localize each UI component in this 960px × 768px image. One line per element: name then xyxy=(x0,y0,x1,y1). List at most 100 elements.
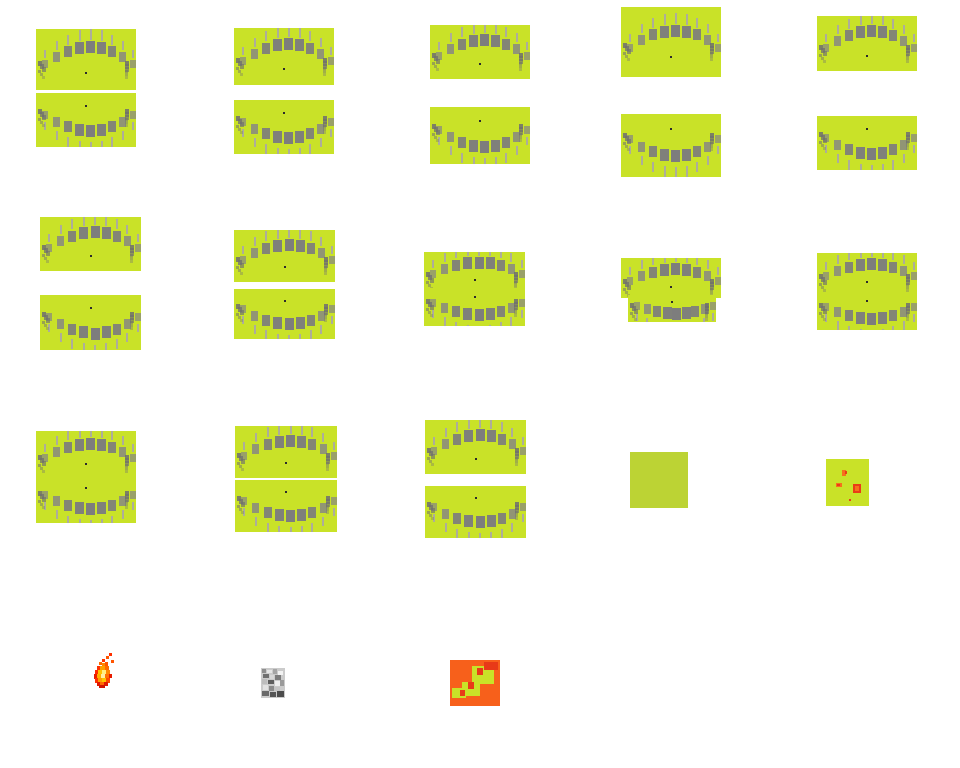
crowd-sprite xyxy=(252,503,259,513)
crowd-stem xyxy=(79,431,81,438)
crowd-sprite xyxy=(275,436,284,448)
arena-tile-top[interactable] xyxy=(430,25,530,79)
arena-tile-top[interactable] xyxy=(425,420,526,474)
crowd-rim-sprite xyxy=(125,500,128,503)
crowd-stem xyxy=(254,138,256,147)
crowd-stem xyxy=(322,517,324,526)
diagonal-pattern-tile[interactable] xyxy=(450,660,500,706)
crowd-rim-sprite xyxy=(819,45,823,50)
arena-tile-bottom[interactable] xyxy=(430,107,530,164)
crowd-stem xyxy=(60,333,62,342)
arena-tile-bottom[interactable] xyxy=(235,480,337,532)
crowd-stem xyxy=(254,237,256,246)
crowd-layer xyxy=(621,7,721,77)
crowd-stem xyxy=(44,122,46,130)
arena-tile-bottom[interactable] xyxy=(621,114,721,177)
crowd-sprite xyxy=(251,248,258,258)
crowd-rim-sprite xyxy=(42,497,46,502)
arena-tile-bottom[interactable] xyxy=(424,288,525,326)
arena-tile-bottom[interactable] xyxy=(817,292,917,330)
crowd-rim-sprite xyxy=(241,511,244,514)
crowd-rim-sprite xyxy=(515,451,519,456)
noise-cell xyxy=(268,680,274,684)
crowd-stem xyxy=(433,514,435,522)
crowd-rim-sprite xyxy=(519,65,522,68)
crowd-rim-sprite xyxy=(240,272,243,275)
flame-sprite[interactable] xyxy=(89,653,119,693)
center-marker-dot xyxy=(475,497,477,499)
arena-tile-top[interactable] xyxy=(235,426,337,478)
crowd-stem xyxy=(478,252,480,256)
crowd-rim-sprite xyxy=(434,56,438,61)
arena-tile-bottom[interactable] xyxy=(628,295,716,322)
crowd-stem xyxy=(137,324,139,332)
crowd-rim-sprite xyxy=(519,59,523,64)
noise-cell xyxy=(263,674,269,678)
arena-tile-top[interactable] xyxy=(817,253,917,293)
crowd-stem xyxy=(311,427,313,437)
crowd-stem xyxy=(489,325,491,326)
crowd-sprite xyxy=(328,57,334,65)
crowd-rim-sprite xyxy=(44,248,48,253)
crowd-rim-sprite xyxy=(710,133,714,138)
crowd-sprite xyxy=(130,491,136,499)
diag-shape xyxy=(468,682,474,689)
crowd-stem xyxy=(461,153,463,163)
arena-tile-top[interactable] xyxy=(817,16,917,71)
crowd-rim-sprite xyxy=(130,318,134,323)
plain-green-tile[interactable] xyxy=(630,452,688,508)
noise-texture-sprite[interactable] xyxy=(261,668,285,698)
crowd-rim-sprite xyxy=(130,327,133,330)
arena-tile-top[interactable] xyxy=(36,431,136,477)
crowd-stem xyxy=(629,267,631,275)
center-marker-dot xyxy=(283,112,285,114)
crowd-stem xyxy=(686,14,688,25)
arena-tile-top[interactable] xyxy=(36,29,136,90)
crowd-rim-sprite xyxy=(326,508,329,511)
crowd-sprite xyxy=(458,39,466,50)
arena-tile-bottom[interactable] xyxy=(36,93,136,147)
crowd-stem xyxy=(44,444,46,452)
arena-tile-bottom[interactable] xyxy=(817,116,917,170)
arena-tile-bottom[interactable] xyxy=(234,100,334,154)
crowd-rim-sprite xyxy=(130,312,134,317)
crowd-rim-sprite xyxy=(324,260,328,265)
crowd-rim-sprite xyxy=(432,133,435,136)
arena-tile-top[interactable] xyxy=(424,252,525,290)
crowd-stem xyxy=(837,25,839,34)
crowd-rim-sprite xyxy=(429,514,432,517)
crowd-sprite xyxy=(486,308,495,320)
crowd-rim-sprite xyxy=(823,309,827,314)
crowd-stem xyxy=(479,420,481,428)
arena-tile-bottom[interactable] xyxy=(425,486,526,538)
crowd-stem xyxy=(903,255,905,264)
crowd-rim-sprite xyxy=(906,283,909,286)
crowd-stem xyxy=(288,149,290,154)
crowd-sprite xyxy=(273,39,282,51)
crowd-stem xyxy=(290,527,292,532)
arena-tile-top[interactable] xyxy=(234,230,335,282)
arena-tile-bottom[interactable] xyxy=(40,295,141,350)
crowd-rim-sprite xyxy=(324,307,328,312)
flame-pixel xyxy=(98,678,103,683)
crowd-rim-sprite xyxy=(38,61,42,66)
arena-tile-top[interactable] xyxy=(234,28,334,85)
arena-tile-top[interactable] xyxy=(621,7,721,77)
crowd-stem xyxy=(500,252,502,258)
crowd-layer xyxy=(430,25,530,79)
flame-pixel xyxy=(105,674,110,679)
speck-green-tile[interactable] xyxy=(826,459,869,506)
arena-tile-top[interactable] xyxy=(621,258,721,298)
crowd-sprite xyxy=(320,503,327,513)
arena-tile-top[interactable] xyxy=(40,217,141,271)
crowd-stem xyxy=(521,260,523,268)
arena-tile-bottom[interactable] xyxy=(36,477,136,523)
crowd-stem xyxy=(871,16,873,24)
crowd-stem xyxy=(111,431,113,440)
crowd-stem xyxy=(255,433,257,442)
crowd-stem xyxy=(277,334,279,339)
crowd-sprite xyxy=(649,267,657,278)
crowd-stem xyxy=(717,267,719,275)
arena-tile-bottom[interactable] xyxy=(234,289,335,339)
crowd-layer xyxy=(36,431,136,477)
